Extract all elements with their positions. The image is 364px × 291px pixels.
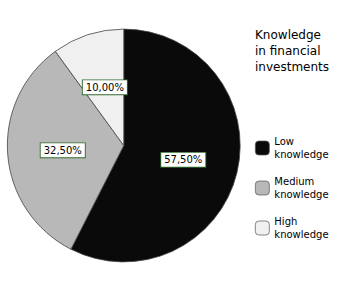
svg-text:knowledge: knowledge	[274, 189, 328, 200]
svg-text:Knowledge: Knowledge	[255, 28, 321, 42]
svg-text:Low: Low	[274, 136, 294, 147]
svg-text:investments: investments	[255, 60, 329, 74]
svg-text:High: High	[274, 216, 297, 227]
svg-text:knowledge: knowledge	[274, 149, 328, 160]
svg-text:Medium: Medium	[274, 176, 314, 187]
svg-text:knowledge: knowledge	[274, 229, 328, 240]
svg-text:10,00%: 10,00%	[86, 82, 124, 93]
svg-text:in financial: in financial	[255, 44, 321, 58]
svg-text:32,50%: 32,50%	[44, 145, 82, 156]
svg-text:57,50%: 57,50%	[164, 154, 202, 165]
